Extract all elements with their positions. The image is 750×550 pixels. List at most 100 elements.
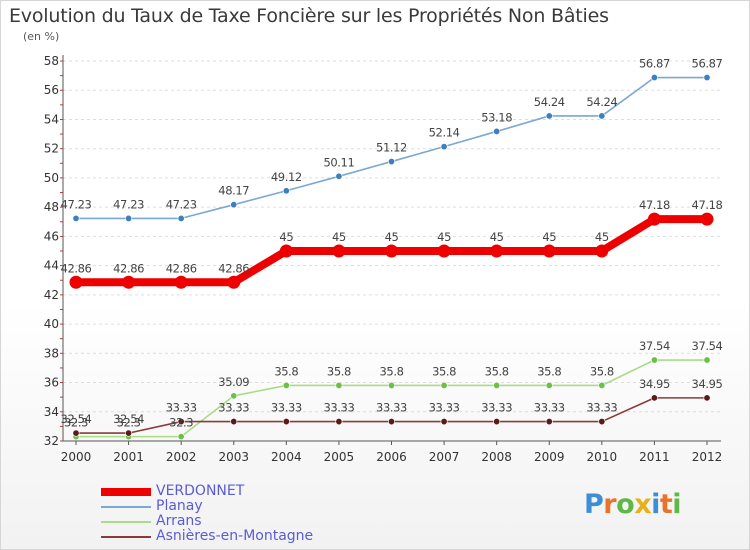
data-point xyxy=(122,275,136,289)
logo-letter: r xyxy=(603,489,617,520)
x-tick-label: 2011 xyxy=(639,450,670,464)
x-tick-label: 2004 xyxy=(271,450,302,464)
data-point xyxy=(545,418,553,426)
data-point xyxy=(598,381,606,389)
data-point xyxy=(177,433,185,441)
y-tick-label: 50 xyxy=(44,171,59,185)
legend-item-planay: Planay xyxy=(101,498,361,515)
data-label: 47.23 xyxy=(113,197,144,211)
data-point xyxy=(493,381,501,389)
data-point xyxy=(387,418,395,426)
data-label: 42.86 xyxy=(61,261,92,275)
data-label: 45 xyxy=(279,230,293,244)
data-point xyxy=(545,112,553,120)
x-tick-label: 2008 xyxy=(481,450,512,464)
data-point xyxy=(332,244,346,258)
data-point xyxy=(387,158,395,166)
data-point xyxy=(125,429,133,437)
data-label: 53.18 xyxy=(481,110,512,124)
data-point xyxy=(650,356,658,364)
data-point xyxy=(282,381,290,389)
legend-item-arrans: Arrans xyxy=(101,513,361,530)
data-label: 56.87 xyxy=(692,57,723,71)
logo-letter: i xyxy=(672,489,682,520)
legend-item-asnieres: Asnières-en-Montagne xyxy=(101,528,361,545)
data-point xyxy=(650,74,658,82)
legend-swatch-verdonnet xyxy=(101,488,151,496)
x-tick-label: 2003 xyxy=(218,450,249,464)
y-tick-label: 38 xyxy=(44,346,59,360)
data-label: 47.18 xyxy=(639,198,670,212)
data-label: 45 xyxy=(332,230,346,244)
proxiti-logo: Proxiti xyxy=(584,489,682,520)
data-label: 34.95 xyxy=(639,377,670,391)
y-tick-label: 48 xyxy=(44,200,59,214)
data-point xyxy=(703,74,711,82)
data-label: 35.8 xyxy=(327,364,351,378)
y-tick-label: 52 xyxy=(44,142,59,156)
data-label: 51.12 xyxy=(376,141,407,155)
legend-swatch-arrans xyxy=(101,521,151,523)
y-tick-label: 44 xyxy=(44,259,59,273)
grid-lines xyxy=(63,60,721,442)
data-label: 52.14 xyxy=(429,126,460,140)
y-axis-unit-label: (en %) xyxy=(23,30,60,43)
data-point xyxy=(493,127,501,135)
data-point xyxy=(545,381,553,389)
x-tick-label: 2006 xyxy=(376,450,407,464)
axes: 32 34 36 38 40 42 44 46 48 50 52 54 56 58 2000 2001 2002… xyxy=(44,54,723,464)
data-point xyxy=(125,214,133,222)
data-point xyxy=(279,244,293,258)
logo-letter: i xyxy=(651,489,660,520)
chart-title: Evolution du Taux de Taxe Foncière sur l… xyxy=(9,5,609,27)
logo-letter: x xyxy=(634,489,652,520)
data-point xyxy=(335,381,343,389)
data-point xyxy=(598,112,606,120)
data-label: 32.54 xyxy=(113,412,144,426)
data-point xyxy=(700,212,714,226)
data-label: 48.17 xyxy=(218,184,249,198)
data-point xyxy=(72,214,80,222)
data-label: 33.33 xyxy=(429,401,460,415)
data-label: 33.33 xyxy=(586,401,617,415)
data-point xyxy=(335,172,343,180)
data-label: 35.8 xyxy=(590,364,614,378)
data-label: 35.8 xyxy=(379,364,403,378)
data-label: 35.8 xyxy=(485,364,509,378)
data-label: 32.3 xyxy=(64,416,88,430)
x-tick-label: 2000 xyxy=(61,450,92,464)
data-point xyxy=(437,244,451,258)
data-point xyxy=(177,214,185,222)
data-point xyxy=(282,187,290,195)
y-tick-label: 32 xyxy=(44,434,59,448)
x-tick-label: 2009 xyxy=(534,450,565,464)
logo-letter: o xyxy=(616,489,635,520)
data-label: 34.95 xyxy=(692,377,723,391)
y-tick-label: 42 xyxy=(44,288,59,302)
y-tick-label: 40 xyxy=(44,317,59,331)
data-point xyxy=(227,275,241,289)
legend-item-verdonnet: VERDONNET xyxy=(101,483,361,500)
data-point xyxy=(177,418,185,426)
data-point xyxy=(703,394,711,402)
data-point xyxy=(230,201,238,209)
data-label: 45 xyxy=(437,230,451,244)
data-label: 47.18 xyxy=(692,198,723,212)
data-label: 47.23 xyxy=(166,197,197,211)
data-label: 33.33 xyxy=(271,401,302,415)
data-label: 50.11 xyxy=(323,155,354,169)
data-label: 47.23 xyxy=(61,197,92,211)
legend-label-arrans: Arrans xyxy=(156,513,202,529)
x-tick-label: 2005 xyxy=(324,450,355,464)
data-label: 56.87 xyxy=(639,57,670,71)
data-point xyxy=(493,418,501,426)
data-label: 42.86 xyxy=(218,261,249,275)
data-label: 35.09 xyxy=(218,375,249,389)
data-point xyxy=(72,429,80,437)
data-point xyxy=(490,244,504,258)
y-tick-label: 46 xyxy=(44,229,59,243)
legend-swatch-planay xyxy=(101,506,151,508)
data-label: 33.33 xyxy=(218,401,249,415)
y-tick-label: 36 xyxy=(44,376,59,390)
data-point xyxy=(282,418,290,426)
